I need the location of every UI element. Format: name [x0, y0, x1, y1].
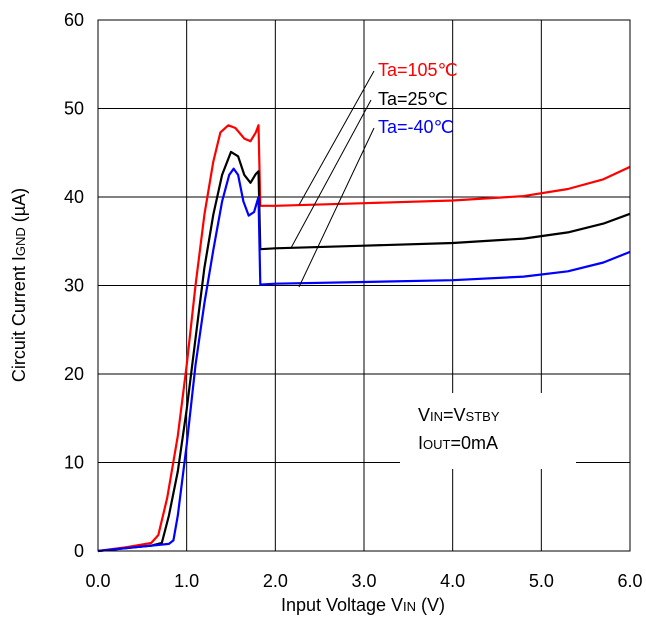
x-tick-label: 3.0 — [351, 571, 376, 591]
y-tick-labels: 0 10 20 30 40 50 60 — [64, 10, 84, 561]
conditions-box: VIN=VSTBY IOUT=0mA — [400, 393, 576, 469]
x-tick-label: 4.0 — [440, 571, 465, 591]
x-tick-label: 0.0 — [85, 571, 110, 591]
legend-label-25: Ta=25℃ — [378, 89, 448, 109]
x-axis-label: Input Voltage VIN (V) — [281, 595, 445, 615]
condition-vin-vstby: VIN=VSTBY — [418, 405, 500, 425]
y-tick-label: 10 — [64, 453, 84, 473]
conditions-background — [400, 393, 576, 469]
legend-label-105: Ta=105℃ — [378, 60, 458, 80]
leader-line-25 — [290, 99, 372, 249]
y-tick-label: 40 — [64, 187, 84, 207]
series-lines — [97, 124, 631, 553]
condition-iout: IOUT=0mA — [418, 433, 498, 453]
series-line-0 — [97, 124, 631, 553]
x-tick-label: 5.0 — [529, 571, 554, 591]
legend-label-m40: Ta=-40℃ — [378, 117, 454, 137]
x-tick-label: 6.0 — [617, 571, 642, 591]
y-tick-label: 50 — [64, 99, 84, 119]
series-line-1 — [97, 150, 631, 553]
y-tick-label: 60 — [64, 10, 84, 30]
x-tick-label: 2.0 — [263, 571, 288, 591]
y-tick-label: 30 — [64, 276, 84, 296]
y-tick-label: 20 — [64, 364, 84, 384]
leader-line-m40 — [298, 127, 375, 288]
legend: Ta=105℃ Ta=25℃ Ta=-40℃ — [290, 60, 458, 288]
x-tick-labels: 0.0 1.0 2.0 3.0 4.0 5.0 6.0 — [85, 571, 642, 591]
y-axis-label: Circuit Current IGND (µA) — [9, 188, 29, 382]
plot-frame — [97, 19, 631, 552]
y-tick-label: 0 — [74, 541, 84, 561]
leader-line-105 — [298, 70, 375, 206]
series-line-2 — [97, 167, 631, 553]
x-tick-label: 1.0 — [174, 571, 199, 591]
